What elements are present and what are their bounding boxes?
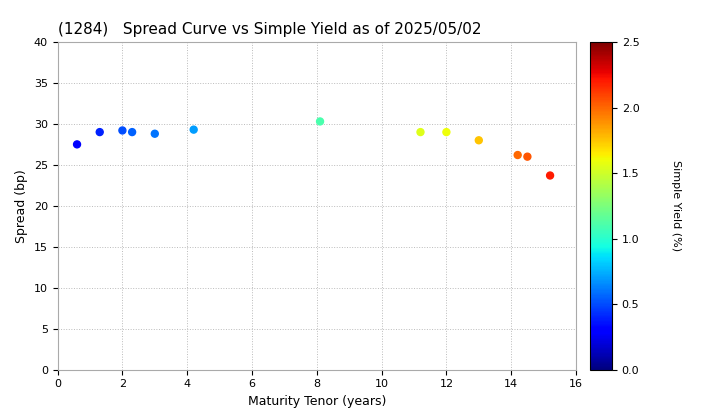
Point [188,126,199,133]
X-axis label: Maturity Tenor (years): Maturity Tenor (years) [248,395,386,408]
Y-axis label: Simple Yield (%): Simple Yield (%) [671,160,681,251]
Point [127,129,138,135]
Point [315,118,326,125]
Point [71,141,83,148]
Point [512,152,523,158]
Point [94,129,106,135]
Point [415,129,426,135]
Point [473,137,485,144]
Point [149,130,161,137]
Point [441,129,452,135]
Point [521,153,533,160]
Y-axis label: Spread (bp): Spread (bp) [15,169,28,243]
Text: (1284)   Spread Curve vs Simple Yield as of 2025/05/02: (1284) Spread Curve vs Simple Yield as o… [58,22,481,37]
Point [544,172,556,179]
Point [117,127,128,134]
